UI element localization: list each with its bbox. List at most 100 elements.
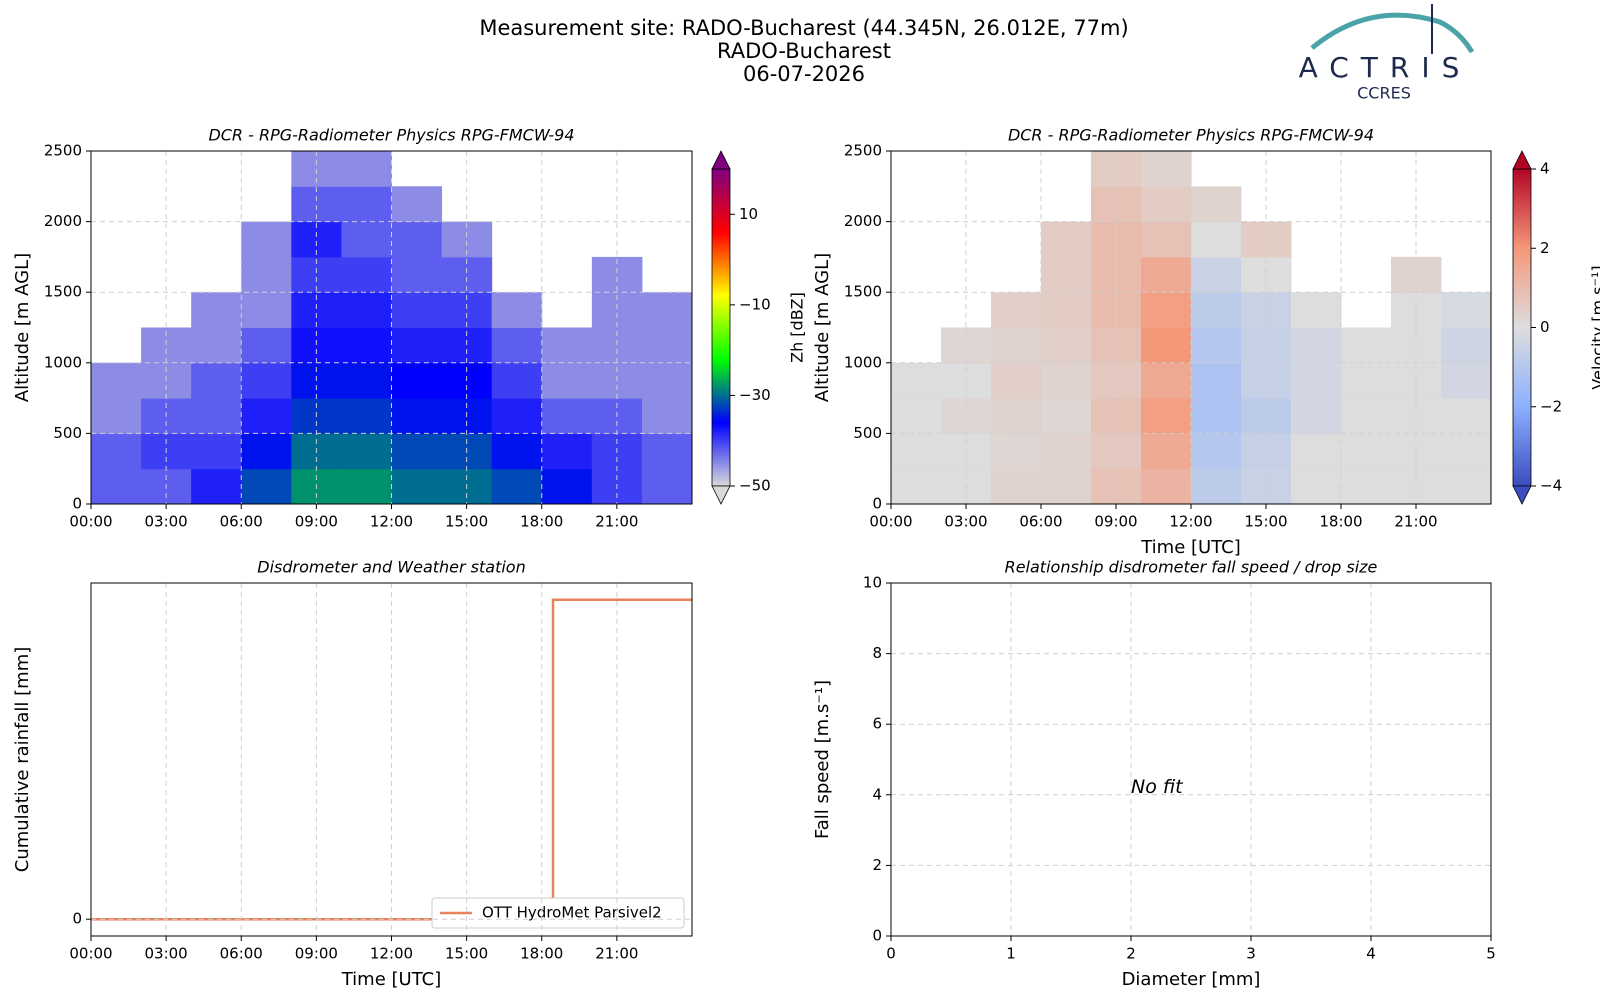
heatmap-cell <box>391 398 443 434</box>
annotation: No fit <box>1131 776 1184 798</box>
x-tick-label: 12:00 <box>370 945 413 963</box>
heatmap-cell <box>541 327 593 364</box>
x-tick-label: 15:00 <box>445 513 488 531</box>
y-tick-label: 8 <box>872 644 882 662</box>
header-subtitle: RADO-Bucharest <box>717 39 891 63</box>
header-title: Measurement site: RADO-Bucharest (44.345… <box>479 16 1128 40</box>
colorbar-tick-label: −2 <box>1540 397 1562 415</box>
heatmap-cell <box>1041 433 1092 470</box>
plot-title: DCR - RPG-Radiometer Physics RPG-FMCW-94 <box>1008 126 1374 145</box>
x-axis-label: Time [UTC] <box>1140 537 1241 558</box>
heatmap-cell <box>1191 327 1242 364</box>
heatmap-cell <box>341 221 392 258</box>
y-tick-label: 0 <box>72 495 82 513</box>
heatmap-cell <box>191 433 242 470</box>
y-tick-label: 6 <box>872 715 882 733</box>
colorbar-extend-bottom <box>1512 485 1532 505</box>
heatmap-cell <box>241 327 292 364</box>
colorbar-tick-label: −30 <box>739 386 771 404</box>
y-tick-label: 1000 <box>44 353 82 371</box>
y-tick-label: 2000 <box>44 212 82 230</box>
heatmap-cell <box>241 292 292 328</box>
colorbar-tick-label: 2 <box>1540 239 1550 257</box>
heatmap-cell <box>891 468 942 505</box>
colorbar-tick-label: 10 <box>739 205 758 223</box>
heatmap-cell <box>1041 398 1092 434</box>
x-tick-label: 09:00 <box>295 513 338 531</box>
heatmap-cell <box>541 362 593 399</box>
heatmap-cell <box>1291 327 1342 364</box>
heatmap-cell <box>341 327 392 364</box>
x-tick-label: 2 <box>1126 945 1136 963</box>
heatmap-cell <box>641 292 693 328</box>
logo-name: ACTRIS <box>1299 51 1472 84</box>
heatmap-cell <box>341 186 392 223</box>
heatmap-cell <box>541 433 593 470</box>
heatmap-cell <box>991 468 1042 505</box>
x-tick-label: 0 <box>886 945 896 963</box>
heatmap-cell <box>1441 327 1492 364</box>
x-axis-label: Diameter [mm] <box>1122 969 1261 990</box>
x-tick-label: 18:00 <box>520 513 563 531</box>
x-tick-label: 12:00 <box>370 513 413 531</box>
heatmap-cell <box>1291 433 1342 470</box>
heatmap-cell <box>1441 292 1492 328</box>
y-tick-label: 2500 <box>844 142 882 160</box>
y-tick-label: 2500 <box>44 142 82 160</box>
heatmap-cell <box>491 292 543 328</box>
heatmap-cell <box>91 468 142 505</box>
heatmap-cell <box>341 256 392 293</box>
x-axis-label: Time [UTC] <box>341 969 442 990</box>
heatmap-cell <box>1341 433 1392 470</box>
heatmap-cell <box>241 433 292 470</box>
heatmap-cell <box>1191 398 1242 434</box>
heatmap-cell <box>1441 468 1492 505</box>
legend <box>431 897 685 929</box>
x-tick-label: 18:00 <box>1319 513 1362 531</box>
heatmap-cell <box>241 468 292 505</box>
heatmap-cell <box>891 362 942 399</box>
x-tick-label: 09:00 <box>295 945 338 963</box>
heatmap-cell <box>391 186 443 223</box>
x-tick-label: 06:00 <box>220 945 263 963</box>
heatmap-cell <box>1141 327 1192 364</box>
heatmap-cell <box>341 292 392 328</box>
y-tick-label: 1500 <box>844 283 882 301</box>
heatmap-cell <box>191 362 242 399</box>
heatmap-cell <box>991 362 1042 399</box>
colorbar-tick-label: 4 <box>1540 160 1550 178</box>
y-axis-label: Altitude [m AGL] <box>812 253 833 402</box>
heatmap-cell <box>391 221 443 258</box>
colorbar-extend-top <box>1512 150 1532 170</box>
heatmap-cell <box>241 362 292 399</box>
logo-subtitle: CCRES <box>1357 84 1411 103</box>
heatmap-cell <box>991 292 1042 328</box>
y-tick-label: 500 <box>53 424 82 442</box>
heatmap-cell <box>1291 468 1342 505</box>
heatmap-cell <box>541 468 593 505</box>
y-tick-label: 1000 <box>844 353 882 371</box>
y-tick-label: 0 <box>872 927 882 945</box>
heatmap-cell <box>1341 362 1392 399</box>
heatmap-cell <box>391 292 443 328</box>
heatmap-cell <box>341 468 392 505</box>
heatmap-cell <box>1191 292 1242 328</box>
heatmap-cell <box>1141 256 1192 293</box>
heatmap-cell <box>1291 292 1342 328</box>
x-tick-label: 09:00 <box>1094 513 1137 531</box>
heatmap-cell <box>191 398 242 434</box>
heatmap-cell <box>491 327 543 364</box>
heatmap-cell <box>1341 327 1392 364</box>
y-tick-label: 10 <box>863 574 882 592</box>
heatmap-cell <box>1441 398 1492 434</box>
heatmap-cell <box>541 398 593 434</box>
x-tick-label: 06:00 <box>1019 513 1062 531</box>
heatmap-cell <box>1141 433 1192 470</box>
x-tick-label: 4 <box>1366 945 1376 963</box>
colorbar-tick-label: −50 <box>739 477 771 495</box>
heatmap-cell <box>191 292 242 328</box>
heatmap-cell <box>1041 327 1092 364</box>
heatmap-cell <box>491 468 543 505</box>
header-date: 06-07-2026 <box>743 62 865 86</box>
